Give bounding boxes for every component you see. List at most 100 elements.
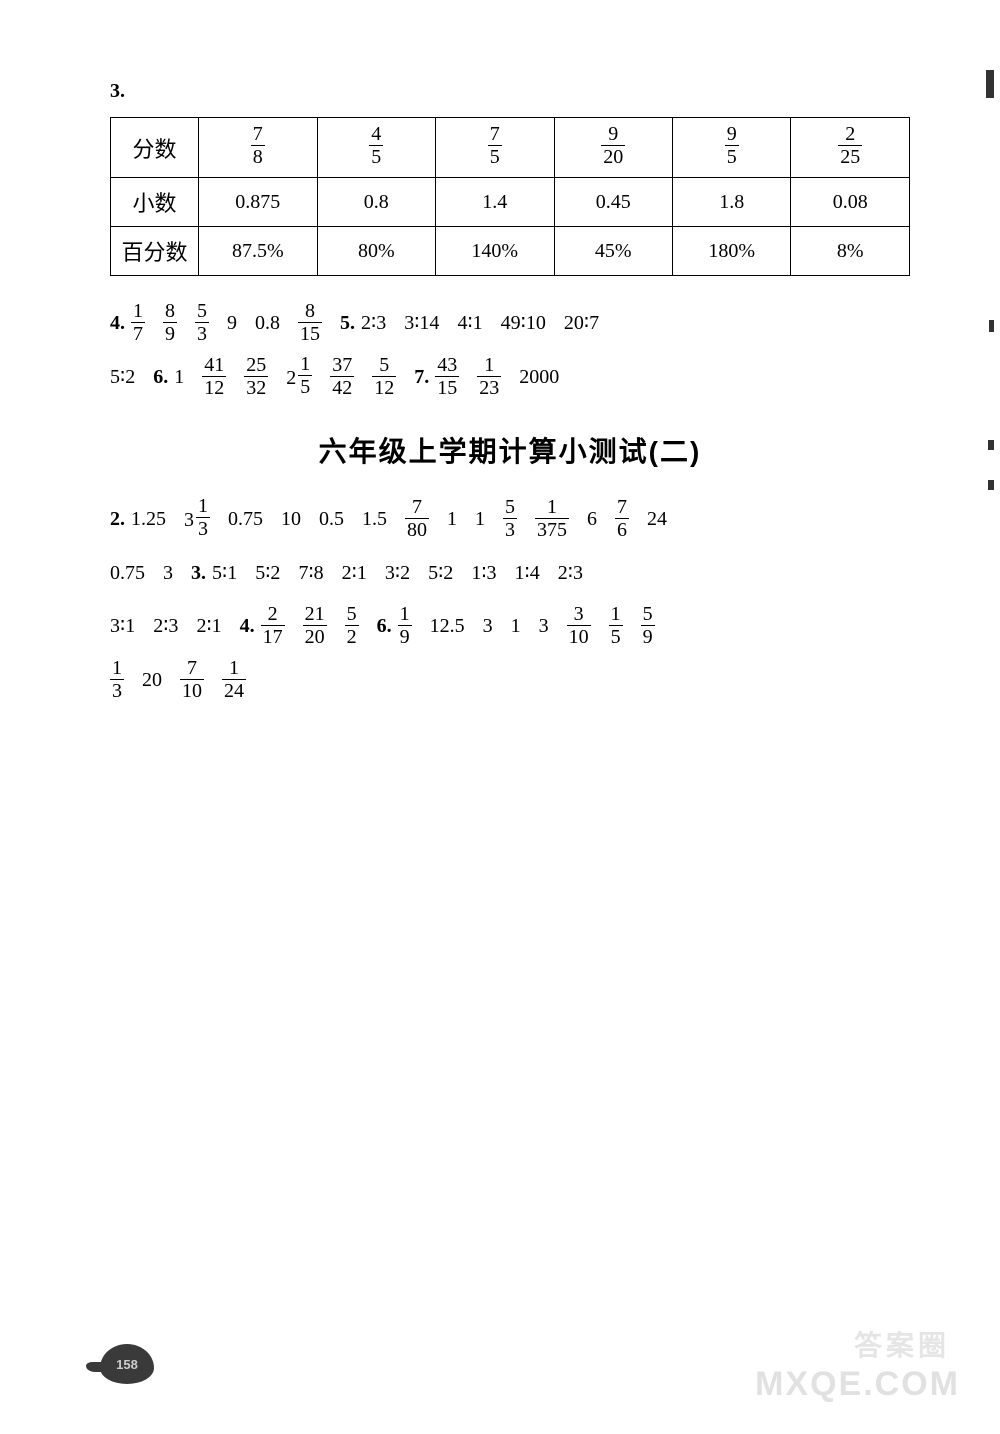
answer-fraction: 780 [405, 493, 429, 545]
answer-ratio: 5∶1 [212, 547, 237, 599]
table-cell: 1.4 [436, 178, 554, 227]
fraction: 76 [615, 497, 629, 540]
answer-value: 1 [447, 493, 457, 545]
answer-fraction: 2532 [244, 351, 268, 403]
answer-value: 1 [511, 600, 521, 652]
answer-ratio: 2∶3 [153, 600, 178, 652]
answer-ratio: 2∶3 [361, 297, 386, 349]
answer-fraction: 89 [163, 297, 177, 349]
table-cell: 0.08 [791, 178, 910, 227]
answer-fraction: 2120 [303, 600, 327, 652]
cell-value: 80% [358, 240, 395, 262]
fraction: 4112 [202, 355, 226, 398]
table-cell: 0.875 [199, 178, 317, 227]
watermark-en: MXQE.COM [755, 1365, 960, 1404]
fraction-decimal-percent-table: 分数78457592095225小数0.8750.81.40.451.80.08… [110, 117, 910, 276]
answer-fraction: 123 [477, 351, 501, 403]
answer-ratio: 3∶2 [385, 547, 410, 599]
fraction: 15 [609, 604, 623, 647]
page-number: 158 [116, 1357, 138, 1372]
fraction: 3742 [330, 355, 354, 398]
question-number: 4. [110, 297, 125, 349]
answer-fraction: 19 [398, 600, 412, 652]
table-row: 百分数 87.5% 80% 140% 45% 180% 8% [111, 227, 910, 276]
table-cell: 225 [791, 118, 910, 178]
table-cell: 180% [672, 227, 790, 276]
fraction: 920 [601, 124, 625, 167]
fraction: 815 [298, 301, 322, 344]
table-cell: 45% [554, 227, 672, 276]
answer-ratio: 20∶7 [564, 297, 599, 349]
answer-line-sec2-tail: 1320710124 [110, 652, 910, 705]
answer-value: 20 [142, 654, 162, 706]
cell-value: 45% [595, 240, 632, 262]
page-content: 3. 分数78457592095225小数0.8750.81.40.451.80… [110, 80, 910, 706]
answer-value: 3 [483, 600, 493, 652]
answer-fraction: 53 [503, 493, 517, 545]
answer-ratio: 5∶2 [255, 547, 280, 599]
cell-value: 140% [471, 240, 518, 262]
answer-fraction: 217 [261, 600, 285, 652]
table-cell: 8% [791, 227, 910, 276]
table-cell: 920 [554, 118, 672, 178]
table-cell: 75 [436, 118, 554, 178]
answer-ratio: 5∶2 [428, 547, 453, 599]
fraction: 52 [345, 604, 359, 647]
answer-fraction: 4315 [435, 351, 459, 403]
fraction: 4315 [435, 355, 459, 398]
scan-artifact [988, 440, 994, 450]
answer-fraction: 17 [131, 297, 145, 349]
cell-value: 1.8 [719, 191, 744, 213]
table-cell: 1.8 [672, 178, 790, 227]
answer-value: 1.25 [131, 493, 166, 545]
fraction: 59 [641, 604, 655, 647]
fraction: 1375 [535, 497, 569, 540]
table-cell: 140% [436, 227, 554, 276]
fraction: 123 [477, 355, 501, 398]
fraction: 53 [195, 301, 209, 344]
fraction: 225 [838, 124, 862, 167]
answer-fraction: 76 [615, 493, 629, 545]
fraction: 53 [503, 497, 517, 540]
row-label: 百分数 [111, 227, 199, 276]
table-cell: 45 [317, 118, 435, 178]
answer-value: 9 [227, 297, 237, 349]
answer-value: 0.75 [228, 493, 263, 545]
answer-fraction: 52 [345, 600, 359, 652]
cell-value: 87.5% [232, 240, 284, 262]
answer-line-4-5: 4.17895390.88155.2∶33∶144∶149∶1020∶7 [110, 296, 910, 349]
answer-ratio: 5∶2 [110, 351, 135, 403]
watermark-cn: 答案圈 [854, 1324, 950, 1364]
answer-mixed-number: 215 [286, 350, 312, 403]
answer-value: 1 [475, 493, 485, 545]
answer-fraction: 512 [372, 351, 396, 403]
answer-ratio: 7∶8 [298, 547, 323, 599]
whale-icon: 158 [100, 1344, 154, 1384]
answer-value: 24 [647, 493, 667, 545]
question-3-number: 3. [110, 80, 910, 103]
table-cell: 78 [199, 118, 317, 178]
answer-line-sec2-3: 0.7533.5∶15∶27∶82∶13∶25∶21∶31∶42∶3 [110, 546, 910, 599]
answer-ratio: 1∶4 [515, 547, 540, 599]
fraction: 13 [110, 658, 124, 701]
answer-value: 0.5 [319, 493, 344, 545]
fraction: 710 [180, 658, 204, 701]
page-number-badge: 158 [100, 1344, 154, 1384]
fraction: 512 [372, 355, 396, 398]
cell-value: 8% [837, 240, 864, 262]
answer-ratio: 2∶3 [558, 547, 583, 599]
table-row: 小数0.8750.81.40.451.80.08 [111, 178, 910, 227]
fraction: 15 [298, 354, 312, 397]
answer-fraction: 53 [195, 297, 209, 349]
fraction: 19 [398, 604, 412, 647]
answer-fraction: 3742 [330, 351, 354, 403]
cell-value: 180% [708, 240, 755, 262]
section-title: 六年级上学期计算小测试(二) [110, 430, 910, 470]
fraction: 2532 [244, 355, 268, 398]
answer-fraction: 310 [567, 600, 591, 652]
fraction: 89 [163, 301, 177, 344]
question-number: 6. [377, 600, 392, 652]
fraction: 310 [567, 604, 591, 647]
scan-artifact [986, 70, 994, 98]
answer-value: 0.8 [255, 297, 280, 349]
